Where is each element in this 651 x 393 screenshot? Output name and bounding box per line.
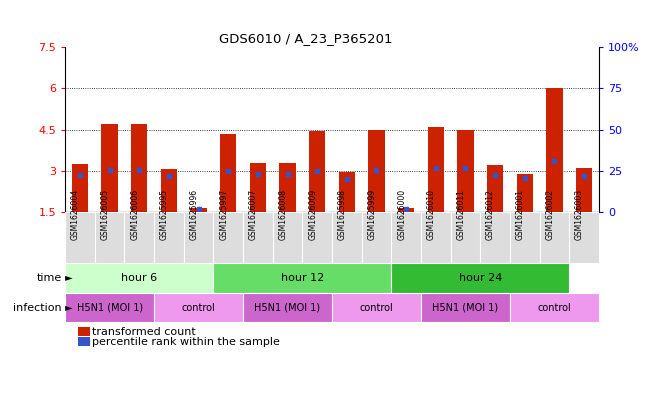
Bar — [421, 293, 510, 322]
Text: GSM1626008: GSM1626008 — [279, 189, 288, 240]
Bar — [184, 212, 214, 263]
Text: GSM1626005: GSM1626005 — [101, 189, 109, 241]
Bar — [302, 212, 332, 263]
Bar — [273, 212, 302, 263]
Text: GDS6010 / A_23_P365201: GDS6010 / A_23_P365201 — [219, 32, 393, 45]
Text: control: control — [538, 303, 572, 312]
Text: transformed count: transformed count — [92, 327, 196, 337]
Bar — [362, 212, 391, 263]
Bar — [243, 212, 273, 263]
Text: GSM1626002: GSM1626002 — [546, 189, 555, 240]
Bar — [214, 212, 243, 263]
Bar — [398, 208, 414, 212]
Bar — [540, 212, 569, 263]
Bar — [339, 172, 355, 212]
Bar — [391, 263, 569, 293]
Bar — [309, 131, 326, 212]
Bar — [576, 168, 592, 212]
Text: GSM1626003: GSM1626003 — [575, 189, 584, 241]
Text: GSM1626000: GSM1626000 — [397, 189, 406, 241]
Bar — [250, 163, 266, 212]
Bar — [154, 212, 184, 263]
Bar — [569, 212, 599, 263]
Bar — [65, 263, 214, 293]
Text: GSM1626004: GSM1626004 — [71, 189, 80, 241]
Bar — [243, 293, 332, 322]
Text: GSM1625995: GSM1625995 — [160, 189, 169, 241]
Bar — [102, 124, 118, 212]
Bar — [65, 212, 95, 263]
Bar — [391, 212, 421, 263]
Text: control: control — [359, 303, 393, 312]
Bar — [421, 212, 450, 263]
Bar — [332, 293, 421, 322]
Text: GSM1625997: GSM1625997 — [219, 189, 229, 241]
Bar — [124, 212, 154, 263]
Bar — [72, 164, 88, 212]
Bar — [510, 212, 540, 263]
Bar — [154, 293, 243, 322]
Text: H5N1 (MOI 1): H5N1 (MOI 1) — [255, 303, 320, 312]
Bar — [190, 208, 207, 212]
Text: hour 6: hour 6 — [121, 273, 158, 283]
Text: GSM1626007: GSM1626007 — [249, 189, 258, 241]
Text: GSM1625996: GSM1625996 — [189, 189, 199, 241]
Text: GSM1626009: GSM1626009 — [308, 189, 317, 241]
Bar — [368, 130, 385, 212]
Text: hour 24: hour 24 — [458, 273, 502, 283]
Bar — [450, 212, 480, 263]
Text: GSM1625999: GSM1625999 — [368, 189, 376, 241]
Bar — [131, 124, 147, 212]
Bar — [214, 263, 391, 293]
Text: ►: ► — [62, 303, 72, 312]
Bar — [510, 293, 599, 322]
Text: GSM1626001: GSM1626001 — [516, 189, 525, 240]
Bar — [65, 293, 154, 322]
Text: GSM1626011: GSM1626011 — [456, 189, 465, 240]
Text: control: control — [182, 303, 215, 312]
Text: GSM1626010: GSM1626010 — [427, 189, 436, 240]
Text: ►: ► — [62, 273, 72, 283]
Text: hour 12: hour 12 — [281, 273, 324, 283]
Text: infection: infection — [13, 303, 62, 312]
Text: GSM1626012: GSM1626012 — [486, 189, 495, 240]
Text: H5N1 (MOI 1): H5N1 (MOI 1) — [432, 303, 499, 312]
Text: H5N1 (MOI 1): H5N1 (MOI 1) — [77, 303, 143, 312]
Text: time: time — [36, 273, 62, 283]
Bar — [95, 212, 124, 263]
Bar — [517, 174, 533, 212]
Bar — [480, 212, 510, 263]
Bar — [161, 169, 177, 212]
Bar — [546, 88, 562, 212]
Bar — [457, 130, 474, 212]
Bar — [220, 134, 236, 212]
Bar — [332, 212, 362, 263]
Bar — [279, 163, 296, 212]
Text: GSM1625998: GSM1625998 — [338, 189, 347, 240]
Bar — [428, 127, 444, 212]
Text: GSM1626006: GSM1626006 — [130, 189, 139, 241]
Text: percentile rank within the sample: percentile rank within the sample — [92, 336, 281, 347]
Bar — [487, 165, 503, 212]
